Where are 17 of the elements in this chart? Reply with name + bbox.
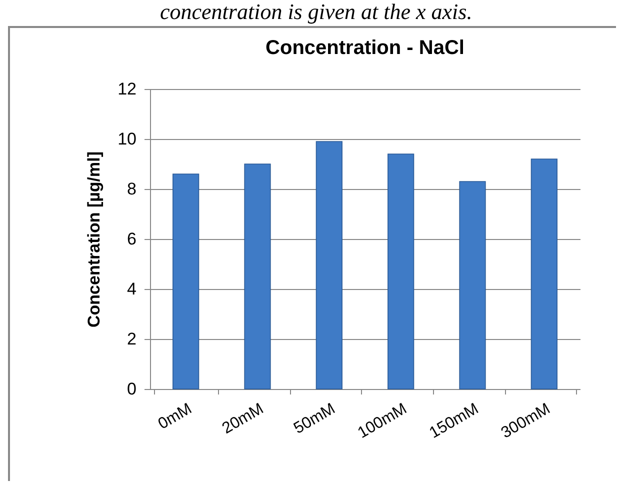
y-tick-label: 10 (118, 130, 136, 148)
bar (459, 181, 486, 390)
text: concentration is given at the x axis. (159, 0, 474, 26)
bar (244, 164, 271, 390)
bar (316, 141, 342, 390)
y-axis-title: Concentration [µg/ml] (84, 151, 104, 328)
x-tick-label: 0mM (156, 400, 195, 434)
bar (530, 158, 558, 390)
y-tick-label: 6 (127, 230, 136, 248)
chart-title: Concentration - NaCl (266, 37, 464, 59)
y-tick-label: 8 (127, 180, 136, 198)
bar (388, 154, 414, 390)
y-tick-label: 2 (127, 330, 136, 348)
y-tick-label: 0 (127, 380, 136, 398)
bar (172, 174, 200, 390)
y-tick-label: 4 (127, 280, 136, 298)
y-tick-label: 12 (118, 80, 136, 98)
